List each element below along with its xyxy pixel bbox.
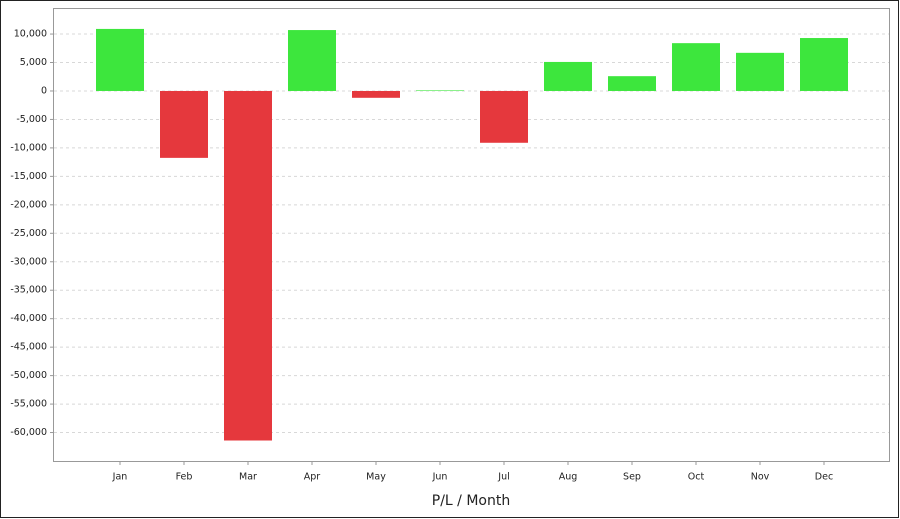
bar — [736, 52, 784, 91]
y-tick-label: -50,000 — [10, 370, 47, 381]
x-tick-label: Mar — [239, 472, 257, 483]
bar — [96, 28, 144, 91]
y-tick-label: -55,000 — [10, 399, 47, 410]
bar — [352, 90, 400, 98]
x-tick-label: Jul — [497, 472, 509, 483]
y-tick-label: -20,000 — [10, 199, 47, 210]
bar — [544, 61, 592, 91]
y-tick-label: -10,000 — [10, 142, 47, 153]
x-tick-label: Oct — [688, 472, 705, 483]
bar — [224, 90, 272, 441]
bar — [288, 30, 336, 91]
x-tick-label: Nov — [751, 472, 770, 483]
y-tick-label: 10,000 — [14, 29, 47, 40]
x-tick-label: May — [366, 472, 386, 483]
x-tick-label: Apr — [304, 472, 321, 483]
y-tick-label: -40,000 — [10, 313, 47, 324]
bar — [608, 76, 656, 91]
x-tick-label: Jan — [112, 472, 128, 483]
y-tick-label: -45,000 — [10, 342, 47, 353]
y-tick-label: -60,000 — [10, 427, 47, 438]
y-tick-label: 5,000 — [20, 57, 47, 68]
x-axis-title: P/L / Month — [432, 493, 510, 509]
bar — [480, 90, 528, 143]
x-tick-label: Feb — [176, 472, 193, 483]
x-tick-label: Aug — [559, 472, 578, 483]
y-tick-label: -35,000 — [10, 285, 47, 296]
y-tick-label: -15,000 — [10, 171, 47, 182]
bar — [160, 90, 208, 158]
bar — [800, 38, 848, 91]
x-tick-label: Sep — [623, 472, 641, 483]
y-tick-label: 0 — [41, 85, 47, 96]
y-tick-label: -5,000 — [16, 114, 47, 125]
x-tick-label: Jun — [432, 472, 448, 483]
bar — [416, 90, 464, 92]
y-tick-label: -30,000 — [10, 256, 47, 267]
bar — [672, 43, 720, 91]
x-tick-label: Dec — [815, 472, 833, 483]
y-tick-label: -25,000 — [10, 228, 47, 239]
